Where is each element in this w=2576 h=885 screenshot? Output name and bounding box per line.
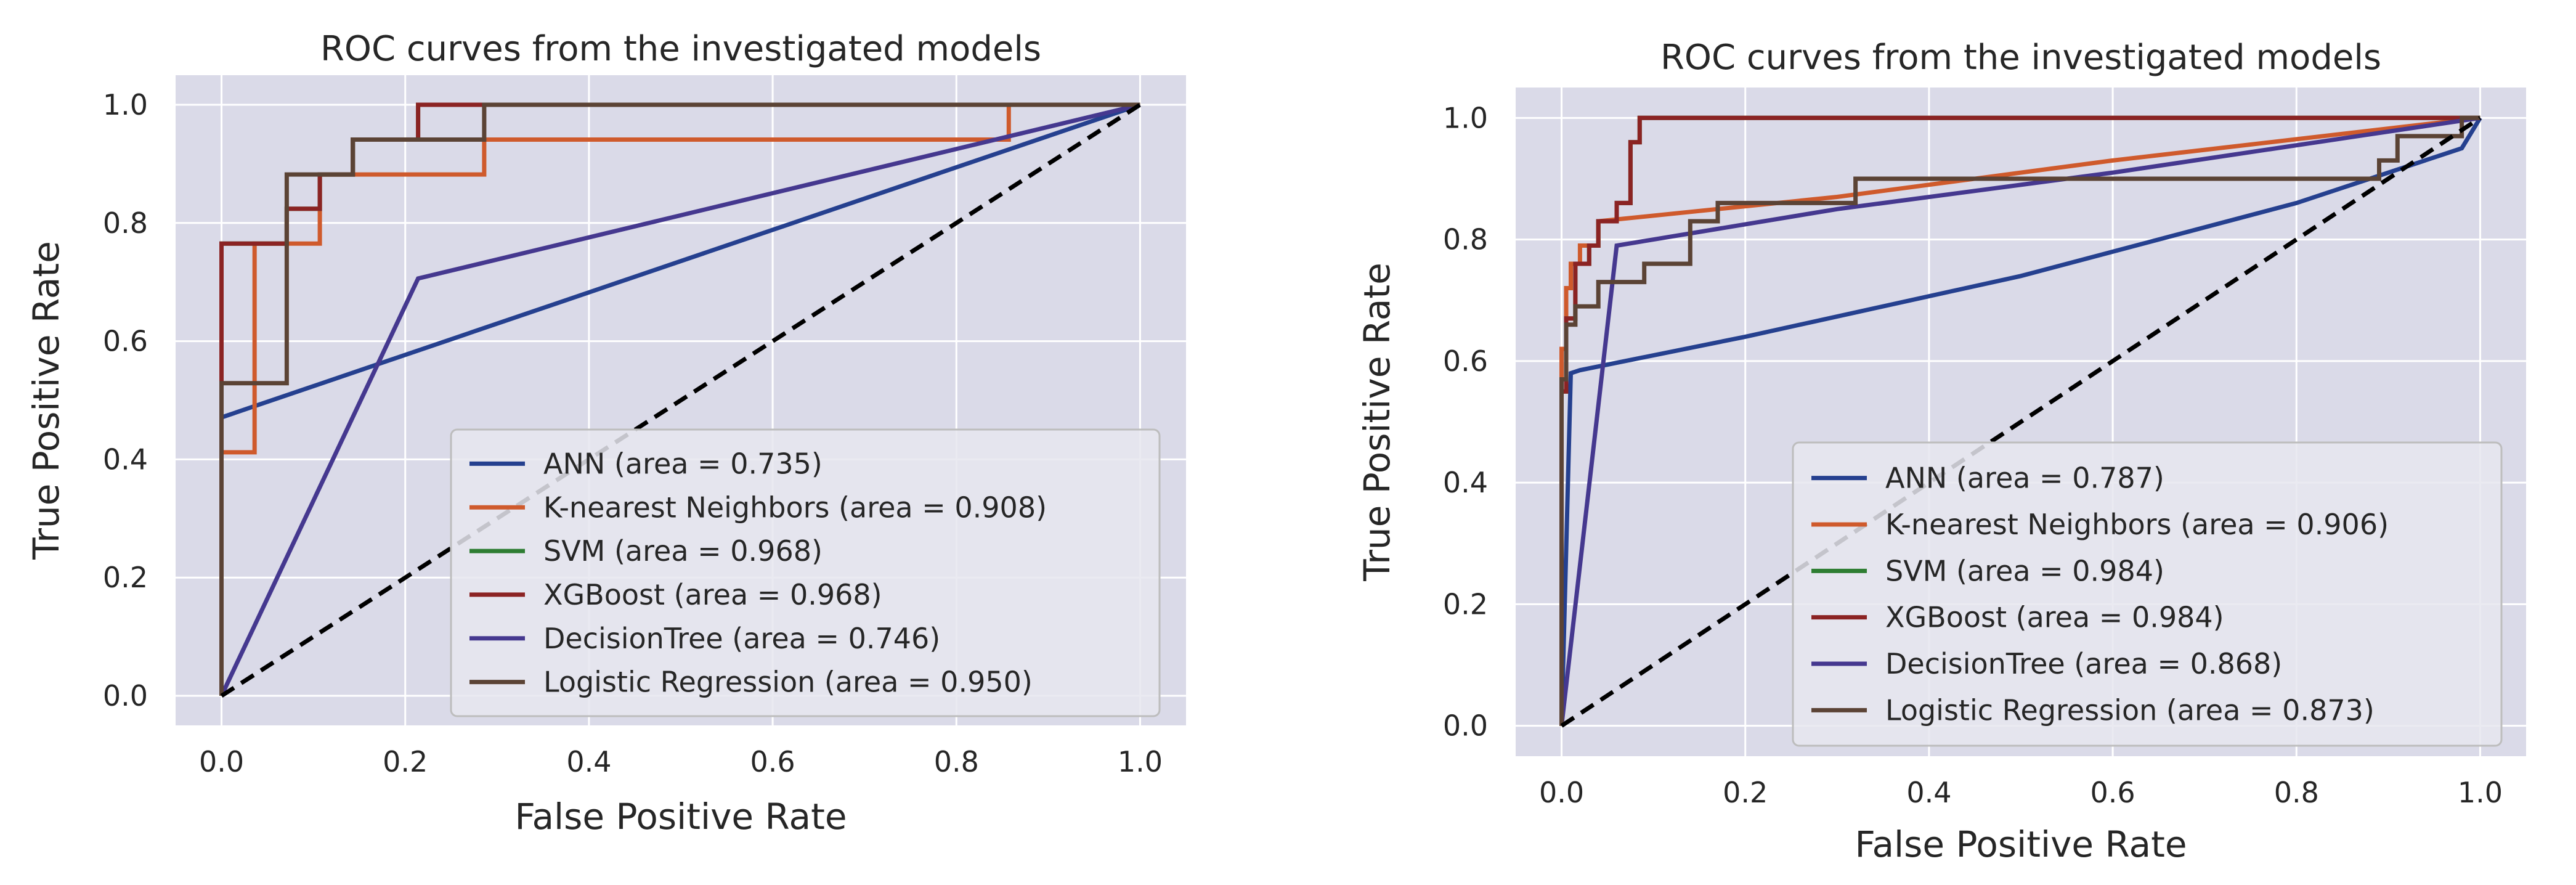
legend-box	[450, 428, 1161, 717]
y-tick-label: 0.6	[103, 325, 148, 358]
series-line-5	[219, 102, 1141, 697]
y-tick-label: 0.0	[1443, 709, 1488, 743]
x-tick-label: 0.2	[383, 745, 428, 778]
legend: ANN (area = 0.787) K-nearest Neighbors (a…	[1792, 441, 2503, 747]
y-tick-label: 0.8	[103, 206, 148, 240]
x-tick-label: 0.4	[566, 745, 611, 778]
legend-label-4: XGBoost (area = 0.968)	[543, 578, 882, 611]
series-group	[219, 102, 1142, 698]
y-tick-label: 0.2	[103, 561, 148, 594]
x-tick-label: 0.0	[199, 745, 244, 778]
x-tick-label: 0.8	[2274, 776, 2319, 809]
y-tick-label: 0.4	[1443, 466, 1488, 499]
legend-label-3: SVM (area = 0.984)	[1885, 554, 2164, 587]
x-tick-label: 0.0	[1539, 776, 1584, 809]
x-tick-label: 0.6	[750, 745, 795, 778]
legend-label-5: DecisionTree (area = 0.868)	[1885, 647, 2282, 680]
chart-title: ROC curves from the investigated models	[1660, 38, 2381, 78]
series-line-6	[219, 102, 1140, 696]
y-tick-label: 0.6	[1443, 345, 1488, 378]
series-line-1	[1559, 116, 2482, 726]
x-tick-label: 0.2	[1723, 776, 1768, 809]
series-group	[1559, 115, 2482, 728]
y-axis-label: True Positive Rate	[25, 241, 67, 560]
legend-label-2: K-nearest Neighbors (area = 0.906)	[1885, 508, 2389, 541]
roc-chart-2: 0.0 0.2 0.4 0.6 0.8 1.0 0.0 0.2 0.4 0.6 0.8 1.0 ROC …	[1356, 38, 2526, 865]
x-axis-label: False Positive Rate	[514, 796, 847, 838]
x-axis-label: False Positive Rate	[1855, 823, 2187, 865]
legend-label-6: Logistic Regression (area = 0.873)	[1885, 693, 2375, 727]
legend-label-1: ANN (area = 0.787)	[1885, 462, 2164, 495]
legend-label-3: SVM (area = 0.968)	[543, 534, 823, 568]
y-tick-label: 0.0	[103, 679, 148, 712]
x-tick-label: 1.0	[2458, 776, 2503, 809]
legend-label-1: ANN (area = 0.735)	[543, 447, 823, 480]
legend-box	[1792, 441, 2503, 747]
legend-label-4: XGBoost (area = 0.984)	[1885, 601, 2224, 634]
chance-diagonal-line	[220, 103, 1142, 698]
x-tick-label: 0.6	[2090, 776, 2135, 809]
y-tick-label: 1.0	[1443, 101, 1488, 134]
x-tick-label: 0.4	[1906, 776, 1951, 809]
chance-diagonal-line	[1560, 116, 2482, 728]
series-line-5	[1559, 115, 2481, 727]
x-tick-label: 0.8	[934, 745, 979, 778]
legend: ANN (area = 0.735) K-nearest Neighbors (a…	[450, 428, 1161, 717]
y-tick-label: 1.0	[103, 88, 148, 121]
roc-chart-1: 0.0 0.2 0.4 0.6 0.8 1.0 0.0 0.2 0.4 0.6 0.8 1.0 ROC …	[25, 29, 1186, 838]
legend-label-5: DecisionTree (area = 0.746)	[543, 622, 940, 655]
legend-label-6: Logistic Regression (area = 0.950)	[543, 666, 1033, 699]
x-tick-label: 1.0	[1118, 745, 1163, 778]
y-tick-label: 0.8	[1443, 223, 1488, 256]
chart-title: ROC curves from the investigated models	[320, 29, 1041, 69]
y-tick-label: 0.2	[1443, 587, 1488, 621]
legend-label-2: K-nearest Neighbors (area = 0.908)	[543, 491, 1047, 524]
series-line-6	[1559, 115, 2481, 726]
y-axis-label: True Positive Rate	[1356, 263, 1398, 582]
y-tick-label: 0.4	[103, 442, 148, 476]
